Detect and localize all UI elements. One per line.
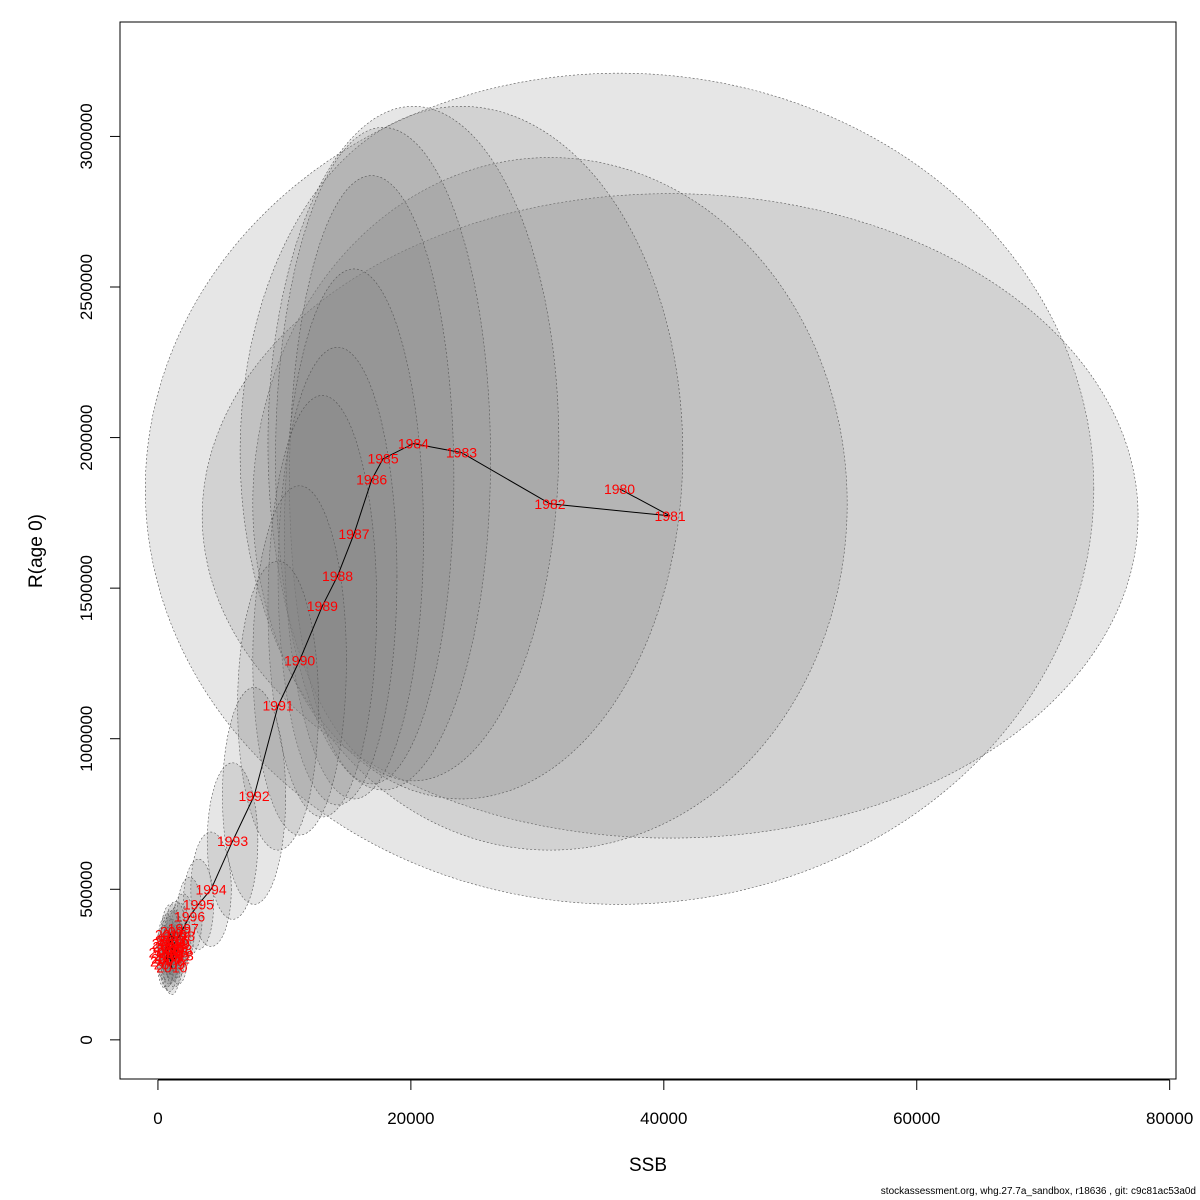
footer-credit: stockassessment.org, whg.27.7a_sandbox, … <box>880 1186 1196 1197</box>
y-axis-title: R(age 0) <box>26 514 47 588</box>
x-axis-title: SSB <box>629 1155 667 1176</box>
year-label-2016: 2016 <box>158 932 189 948</box>
year-label-2000: 2000 <box>156 942 187 958</box>
year-label-2004: 2004 <box>151 951 182 967</box>
year-label-1997: 1997 <box>168 920 199 936</box>
year-label-2012: 2012 <box>159 951 190 967</box>
year-label-1981: 1981 <box>655 508 686 524</box>
year-label-1983: 1983 <box>446 445 477 461</box>
x-tick-label-20000: 20000 <box>387 1109 434 1128</box>
year-label-1986: 1986 <box>356 472 387 488</box>
year-label-2006: 2006 <box>152 938 183 954</box>
year-label-1995: 1995 <box>183 896 214 912</box>
x-tick-label-60000: 60000 <box>893 1109 940 1128</box>
year-label-2011: 2011 <box>152 935 182 951</box>
year-label-2001: 2001 <box>154 948 185 964</box>
year-label-1985: 1985 <box>367 451 398 467</box>
confidence-ellipses <box>144 72 1139 995</box>
x-tick-label-0: 0 <box>153 1109 162 1128</box>
year-label-1996: 1996 <box>174 908 205 924</box>
year-label-2010: 2010 <box>156 960 187 976</box>
y-tick-label-2500000: 2500000 <box>77 254 96 320</box>
year-label-2014: 2014 <box>149 945 180 961</box>
year-label-2007: 2007 <box>150 954 181 970</box>
year-label-1998: 1998 <box>164 928 195 944</box>
year-label-1984: 1984 <box>398 436 429 452</box>
year-label-2008: 2008 <box>161 942 192 958</box>
y-tick-label-3000000: 3000000 <box>77 103 96 169</box>
year-label-2013: 2013 <box>163 948 194 964</box>
stock-recruit-trajectory-line <box>163 443 671 970</box>
year-label-1989: 1989 <box>307 598 338 614</box>
y-tick-label-0: 0 <box>77 1035 96 1044</box>
y-axis: 0 500000 1000000 1500000 2000000 2500000 30000… <box>77 103 121 1045</box>
year-label-1982: 1982 <box>534 496 565 512</box>
y-tick-label-1500000: 1500000 <box>77 555 96 621</box>
year-label-2009: 2009 <box>154 957 185 973</box>
year-label-1990: 1990 <box>284 652 315 668</box>
year-label-1999: 1999 <box>159 935 190 951</box>
x-tick-label-40000: 40000 <box>640 1109 687 1128</box>
y-tick-label-2000000: 2000000 <box>77 405 96 471</box>
year-label-1991: 1991 <box>263 698 294 714</box>
year-label-1980: 1980 <box>604 481 635 497</box>
x-axis: 0 20000 40000 60000 80000 <box>153 1079 1193 1128</box>
year-label-2015: 2015 <box>155 926 186 942</box>
year-label-2005: 2005 <box>158 945 189 961</box>
x-tick-label-80000: 80000 <box>1146 1109 1193 1128</box>
y-tick-label-1000000: 1000000 <box>77 706 96 772</box>
year-label-1988: 1988 <box>322 568 353 584</box>
year-label-1987: 1987 <box>338 526 369 542</box>
y-tick-label-500000: 500000 <box>77 861 96 918</box>
year-label-1994: 1994 <box>195 881 226 897</box>
year-label-1992: 1992 <box>238 788 269 804</box>
year-label-2003: 2003 <box>155 932 186 948</box>
year-label-2002: 2002 <box>160 923 191 939</box>
year-label-1993: 1993 <box>217 833 248 849</box>
